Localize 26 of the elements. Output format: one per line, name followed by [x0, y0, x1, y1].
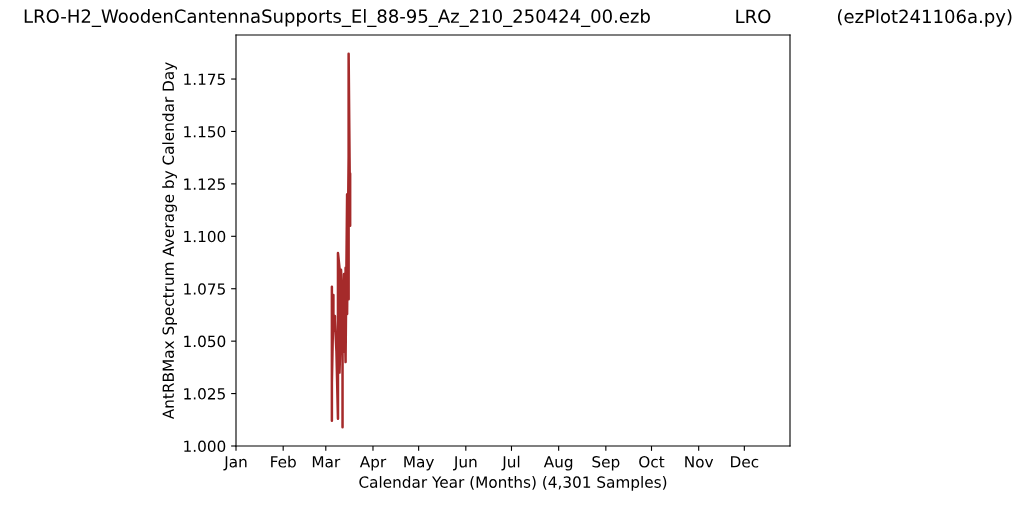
x-tick-label: Oct [639, 455, 665, 468]
y-tick-label: 1.175 [184, 73, 225, 86]
x-tick-label: Apr [359, 456, 387, 471]
y-tick-label: 1.075 [184, 283, 225, 295]
x-tick-label: Jul [501, 455, 520, 471]
x-tick-label: Mar [312, 456, 341, 468]
x-tick-label: Feb [271, 455, 296, 468]
chart-title: LRO-H2_WoodenCantennaSupports_El_88-95_Az_210_250424_00.ezb [24, 9, 650, 27]
y-tick-label: 1.150 [184, 125, 226, 138]
x-tick-label: Dec [731, 456, 759, 468]
line-series [330, 52, 352, 429]
x-tick-label: Nov [685, 456, 714, 468]
x-axis-title: Calendar Year (Months) (4,301 Samples) [359, 476, 667, 491]
x-tick-label: Aug [543, 456, 573, 471]
x-tick-label: Jan [223, 456, 247, 471]
y-tick-label: 1.025 [184, 388, 225, 400]
x-tick-label: May [404, 456, 434, 471]
text: (ezPlot241106a.py) [837, 9, 1012, 27]
text: LRO [736, 9, 771, 24]
y-tick-label: 1.125 [184, 178, 225, 190]
x-tick-label: Jun [453, 456, 477, 471]
x-tick-label: Sep [592, 455, 620, 471]
y-tick-label: 1.100 [184, 230, 226, 243]
y-tick-label: 1.050 [184, 335, 226, 348]
y-axis-title: AntRBMax Spectrum Average by Calendar Day [162, 62, 177, 420]
y-tick-label: 1.000 [184, 440, 226, 453]
